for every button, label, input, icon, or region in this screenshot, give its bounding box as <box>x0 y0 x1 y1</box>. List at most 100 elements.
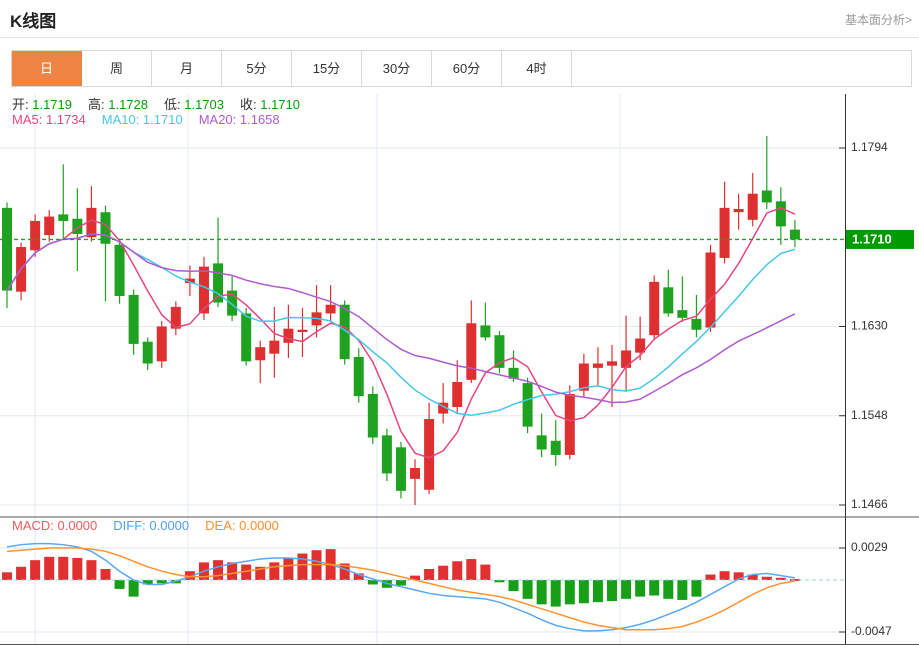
candle-body <box>297 329 308 332</box>
candle-body <box>44 216 55 236</box>
ma-item: MA10: 1.1710 <box>101 112 183 127</box>
macd-hist-bar <box>58 556 69 581</box>
macd-hist-bar <box>550 580 561 607</box>
macd-label: -0.0047 <box>851 624 892 638</box>
macd-hist-bar <box>72 557 83 581</box>
tab-day[interactable]: 日 <box>12 51 82 86</box>
candle-body <box>255 347 266 361</box>
macd-hist-bar <box>86 560 97 581</box>
candle-body <box>128 294 139 344</box>
candle-body <box>395 447 406 491</box>
macd-hist-bar <box>592 580 603 603</box>
candle-body <box>367 393 378 438</box>
macd-hist-bar <box>564 580 575 605</box>
macd-hist-bar <box>466 559 477 581</box>
macd-hist-bar <box>424 569 435 581</box>
macd-hist-bar <box>578 580 589 604</box>
macd-readout: MACD: 0.0000 DIFF: 0.0000 DEA: 0.0000 <box>12 518 295 533</box>
macd-hist-bar <box>2 572 12 581</box>
candle-body <box>649 281 660 336</box>
macd-hist-bar <box>213 560 224 581</box>
macd-item: DEA: 0.0000 <box>205 518 279 533</box>
chart-canvas: 1.1794 1.1630 1.1548 1.1466 0.0029 -0.0047 1.1… <box>0 94 919 645</box>
candle-body <box>691 318 702 330</box>
macd-hist-bar <box>719 571 730 581</box>
candle-body <box>494 335 505 368</box>
price-label: 1.1794 <box>851 140 888 154</box>
macd-item: MACD: 0.0000 <box>12 518 98 533</box>
candle-body <box>480 325 491 338</box>
candle-body <box>775 201 786 227</box>
macd-hist-bar <box>255 566 266 581</box>
dea-line <box>6 547 796 631</box>
candle-body <box>269 340 280 354</box>
macd-hist-bar <box>494 580 505 583</box>
candle-body <box>564 393 575 455</box>
macd-hist-bar <box>156 580 167 584</box>
candle-body <box>325 304 336 314</box>
macd-hist-bar <box>114 580 125 589</box>
header-divider <box>0 37 919 38</box>
ohlc-item: 高: 1.1728 <box>88 97 148 112</box>
price-label: 1.1466 <box>851 497 888 511</box>
macd-hist-bar <box>142 580 153 585</box>
candle-body <box>410 467 421 479</box>
tab-60min[interactable]: 60分 <box>432 51 502 86</box>
candle-body <box>283 328 294 343</box>
diff-line <box>6 542 796 632</box>
macd-hist-bar <box>184 571 195 581</box>
macd-hist-bar <box>227 562 238 581</box>
candle-body <box>452 382 463 408</box>
ma-readout: MA5: 1.1734 MA10: 1.1710 MA20: 1.1658 <box>12 112 296 127</box>
candle-body <box>508 367 519 379</box>
candle-body <box>142 341 153 364</box>
macd-hist-bar <box>367 580 378 585</box>
macd-hist-bar <box>44 556 55 581</box>
candle-body <box>663 287 674 314</box>
ohlc-readout: 开: 1.1719 高: 1.1728 低: 1.1703 收: 1.1710 <box>12 94 316 113</box>
header: K线图 基本面分析> <box>0 0 919 37</box>
tab-15min[interactable]: 15分 <box>292 51 362 86</box>
tab-month[interactable]: 月 <box>152 51 222 86</box>
macd-hist-bar <box>100 569 111 581</box>
macd-hist-bar <box>733 572 744 581</box>
tabbar-filler <box>572 51 911 86</box>
candle-body <box>466 323 477 380</box>
macd-hist-bar <box>128 580 139 597</box>
candle-body <box>438 402 449 414</box>
macd-hist-bar <box>30 560 41 581</box>
macd-hist-bar <box>536 580 547 605</box>
candle-body <box>381 435 392 474</box>
macd-hist-bar <box>621 580 632 599</box>
candle-body <box>339 304 350 360</box>
candle-body <box>58 214 69 221</box>
tab-30min[interactable]: 30分 <box>362 51 432 86</box>
macd-hist-bar <box>283 557 294 581</box>
page-title: K线图 <box>10 12 57 31</box>
candle-body <box>72 218 83 234</box>
tab-5min[interactable]: 5分 <box>222 51 292 86</box>
candle-body <box>213 263 224 303</box>
tab-4hour[interactable]: 4时 <box>502 51 572 86</box>
macd-hist-bar <box>508 580 519 592</box>
fundamental-analysis-link[interactable]: 基本面分析> <box>844 13 912 27</box>
macd-hist-bar <box>452 561 463 581</box>
candle-body <box>2 207 12 291</box>
candle-body <box>592 363 603 368</box>
candle-body <box>761 190 772 203</box>
candle-body <box>100 212 111 244</box>
candle-body <box>550 440 561 455</box>
macd-hist-bar <box>747 574 758 581</box>
candle-body <box>536 435 547 450</box>
candle-body <box>747 193 758 220</box>
ohlc-item: 开: 1.1719 <box>12 97 72 112</box>
macd-label: 0.0029 <box>851 540 888 554</box>
macd-hist-bar <box>649 580 660 596</box>
candle-body <box>86 207 97 238</box>
macd-hist-bar <box>16 566 27 581</box>
candle-body <box>607 361 618 366</box>
candle-body <box>198 266 209 314</box>
ohlc-item: 低: 1.1703 <box>164 97 224 112</box>
tab-week[interactable]: 周 <box>82 51 152 86</box>
ma-item: MA5: 1.1734 <box>12 112 86 127</box>
